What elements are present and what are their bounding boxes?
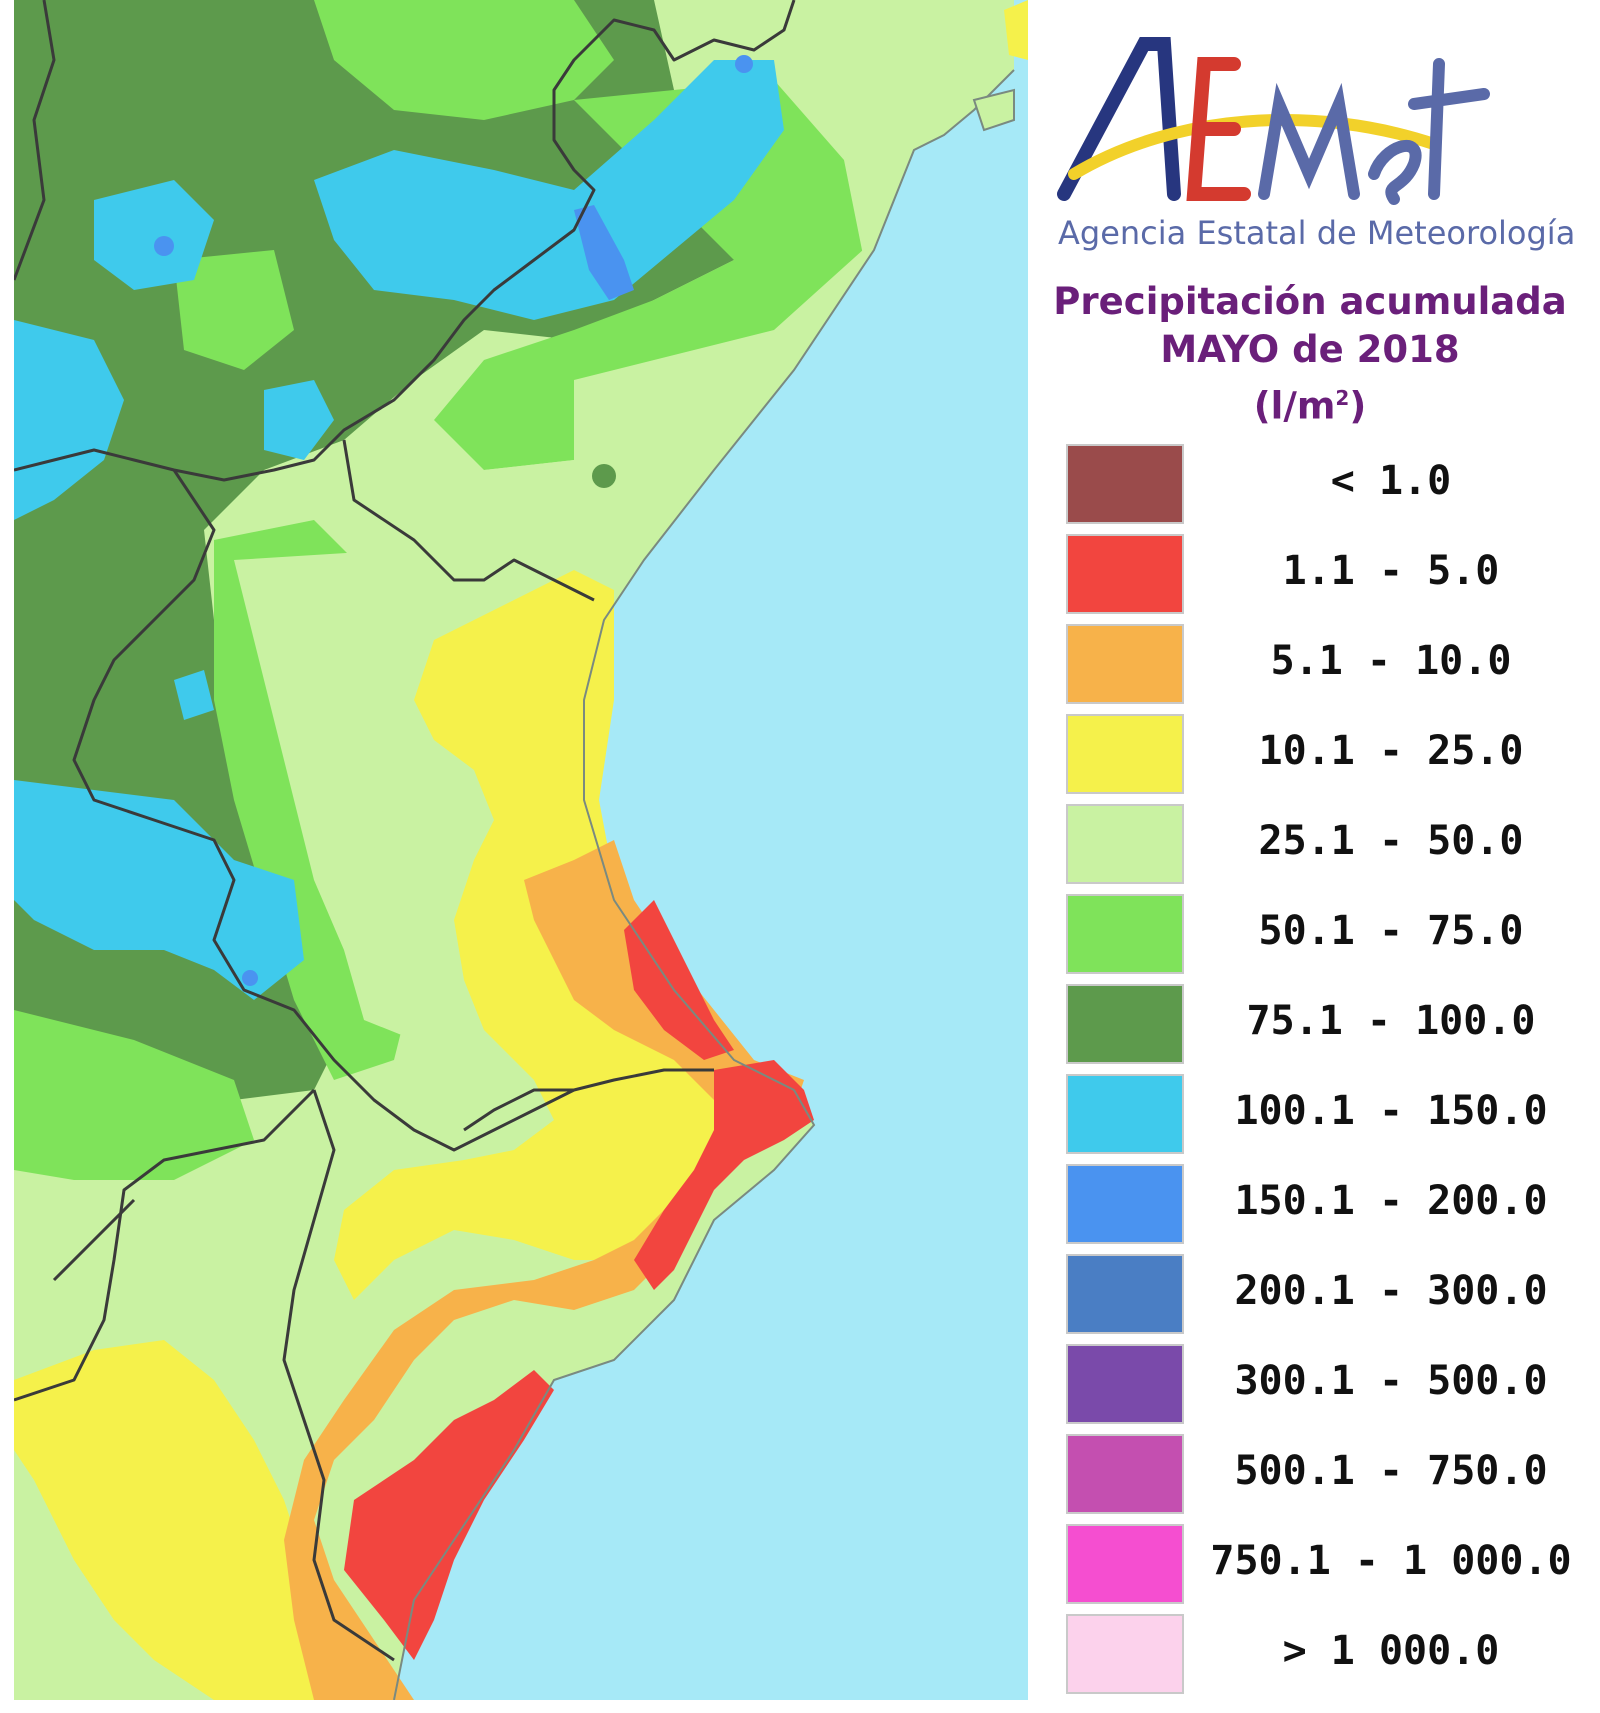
legend-label: < 1.0 [1330,458,1452,504]
zone-5-10 [284,840,804,1700]
legend-label: 5.1 - 10.0 [1270,638,1512,684]
legend-units: (l/m2) [1253,384,1367,428]
legend-swatch [1066,1344,1184,1424]
legend-swatch [1066,714,1184,794]
legend-label: 1.1 - 5.0 [1282,548,1500,594]
legend-item: 300.1 - 500.0 [1066,1344,1586,1426]
legend-swatch [1066,1614,1184,1694]
agency-name: Agencia Estatal de Meteorología [1058,214,1576,252]
legend-label: 75.1 - 100.0 [1246,998,1536,1044]
province-borders [14,0,796,1662]
logo-letter-a [1057,37,1181,201]
legend-item: 10.1 - 25.0 [1066,714,1586,796]
legend-item: > 1 000.0 [1066,1614,1586,1696]
legend-title-line1: Precipitación acumulada [1053,280,1567,323]
legend-label: 200.1 - 300.0 [1234,1268,1548,1314]
legend-label: 50.1 - 75.0 [1258,908,1524,954]
zone-1-5 [624,900,734,1060]
legend-swatch [1066,1434,1184,1514]
legend-swatch [1066,1254,1184,1334]
logo-letters-met [1258,58,1490,205]
legend-label: 750.1 - 1 000.0 [1210,1538,1572,1584]
legend-label: 25.1 - 50.0 [1258,818,1524,864]
legend-swatch [1066,534,1184,614]
legend-title-line2: MAYO de 2018 [1160,328,1460,371]
legend-label: > 1 000.0 [1282,1628,1500,1674]
zone-100-150 [94,180,214,290]
zone-10-25 [334,570,744,1300]
legend-label: 300.1 - 500.0 [1234,1358,1548,1404]
legend-swatch [1066,624,1184,704]
legend-swatch [1066,1524,1184,1604]
legend-label: 100.1 - 150.0 [1234,1088,1548,1134]
coastline [393,69,1015,1700]
logo-letter-e [1186,57,1251,201]
legend-item: 25.1 - 50.0 [1066,804,1586,886]
legend-swatch [1066,1164,1184,1244]
legend-label: 10.1 - 25.0 [1258,728,1524,774]
precipitation-map [14,0,1028,1700]
legend-item: 50.1 - 75.0 [1066,894,1586,976]
legend-swatch [1066,444,1184,524]
legend-item: 75.1 - 100.0 [1066,984,1586,1066]
legend-label: 150.1 - 200.0 [1234,1178,1548,1224]
legend-item: 750.1 - 1 000.0 [1066,1524,1586,1606]
legend-item: 500.1 - 750.0 [1066,1434,1586,1516]
legend-item: 200.1 - 300.0 [1066,1254,1586,1336]
zone-150-200 [574,205,634,300]
legend-item: 5.1 - 10.0 [1066,624,1586,706]
legend-item: 1.1 - 5.0 [1066,534,1586,616]
legend-label: 500.1 - 750.0 [1234,1448,1548,1494]
legend-item: 150.1 - 200.0 [1066,1164,1586,1246]
legend-swatch [1066,1074,1184,1154]
aemet-logo [1054,24,1594,264]
legend-item: < 1.0 [1066,444,1586,526]
legend-item: 100.1 - 150.0 [1066,1074,1586,1156]
zone-50-75 [314,0,614,120]
legend-swatch [1066,984,1184,1064]
legend-swatch [1066,894,1184,974]
legend-title: Precipitación acumulada MAYO de 2018 (l/… [1040,278,1580,430]
legend-panel: Agencia Estatal de Meteorología Precipit… [1040,0,1600,1713]
legend-swatch [1066,804,1184,884]
